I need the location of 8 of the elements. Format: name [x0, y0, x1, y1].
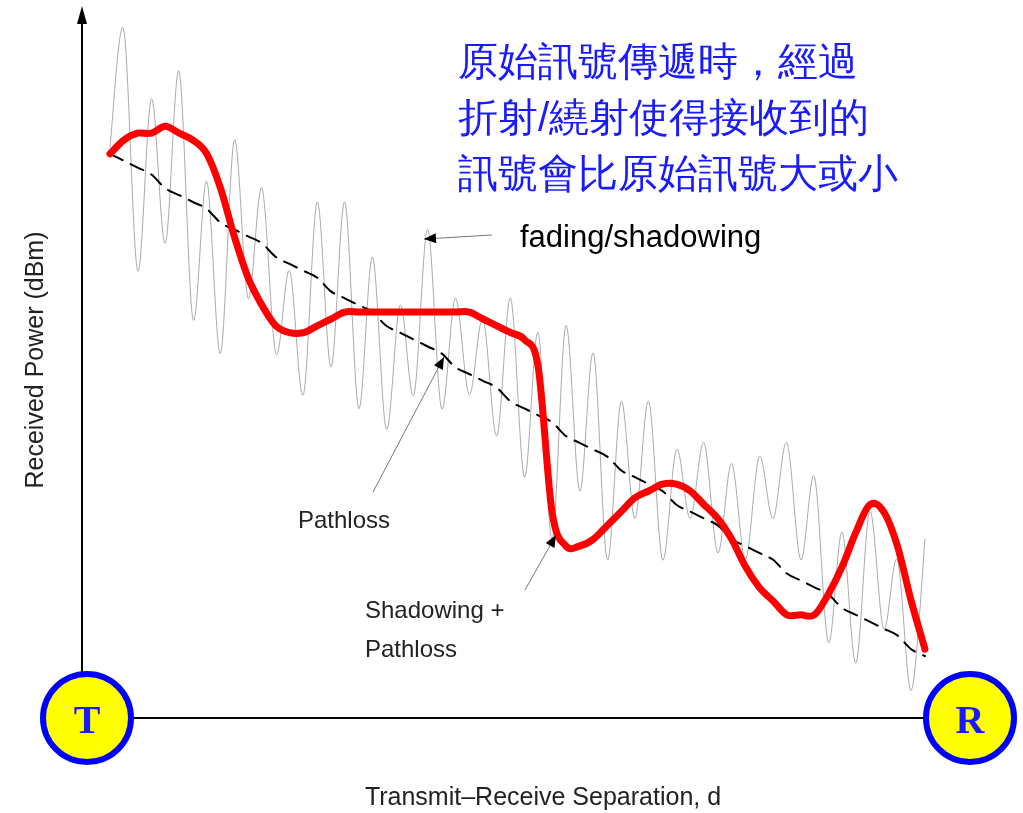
- annotation: fading/shadowing: [520, 219, 762, 254]
- text: T: [73, 697, 101, 742]
- annotation: Pathloss: [298, 506, 391, 533]
- annotation: 原始訊號傳遞時，經過折射/繞射使得接收到的訊號會比原始訊號大或小: [458, 39, 898, 195]
- annotation: Shadowing + Pathloss: [365, 596, 505, 662]
- x-axis-title: Transmit–Receive Separation, d: [364, 782, 722, 810]
- y-axis-title: Received Power (dBm): [20, 231, 48, 489]
- text: R: [955, 697, 986, 742]
